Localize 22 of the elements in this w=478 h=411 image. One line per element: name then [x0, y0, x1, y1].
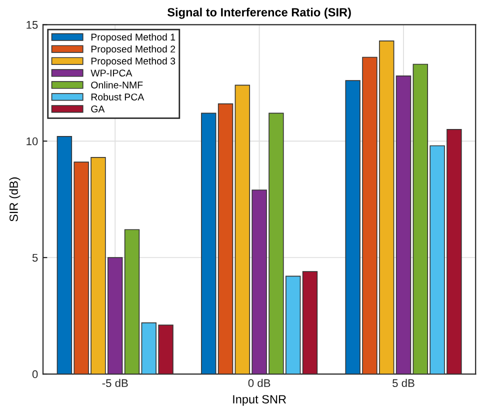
x-tick-label: -5 dB	[102, 378, 128, 388]
bar	[396, 75, 412, 374]
bar	[124, 229, 140, 374]
legend-label: Robust PCA	[91, 93, 144, 100]
y-tick-label: 10	[26, 137, 38, 146]
bar	[302, 271, 318, 374]
x-tick-label: 0 dB	[248, 378, 270, 388]
legend-label: Proposed Method 1	[91, 33, 176, 42]
legend-label: Proposed Method 2	[91, 45, 176, 54]
y-tick-label: 15	[26, 21, 38, 29]
x-tick-label: 5 dB	[392, 378, 414, 388]
legend-label: WP-IPCA	[90, 70, 132, 76]
legend-label: Online-NMF	[91, 81, 143, 88]
y-tick-label: 0	[32, 370, 38, 378]
y-axis-title: SIR (dB)	[9, 177, 20, 222]
chart-title: Signal to Interference Ratio (SIR)	[168, 8, 351, 19]
x-axis-title: Input SNR	[233, 395, 286, 406]
y-tick-label: 5	[32, 254, 38, 262]
bar	[201, 112, 216, 374]
legend-label: GA	[91, 106, 105, 112]
legend-label: Proposed Method 3	[91, 57, 176, 66]
bar	[218, 103, 234, 374]
